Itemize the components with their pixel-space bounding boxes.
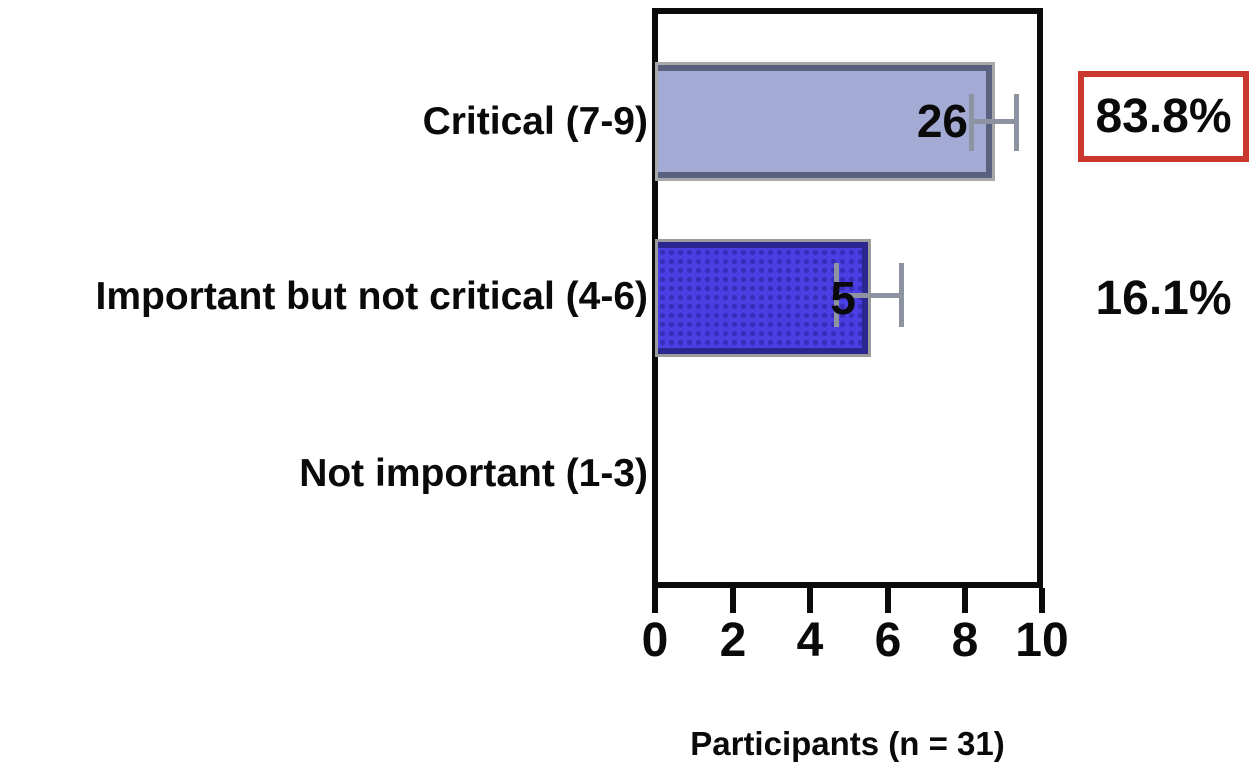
x-tick-label-8: 8	[951, 614, 979, 667]
bar-value-important: 5	[830, 272, 856, 324]
x-tick-label-4: 4	[796, 614, 824, 667]
x-tick-label-2: 2	[719, 614, 747, 667]
percent-label-critical: 83.8%	[1095, 90, 1232, 143]
error-bar-critical-line	[970, 119, 1018, 124]
error-bar-critical-cap-left	[969, 94, 974, 151]
x-axis-tick-0	[652, 588, 658, 613]
error-bar-critical-cap-right	[1014, 94, 1019, 151]
category-label-critical: Critical (7-9)	[422, 100, 648, 143]
x-axis-tick-6	[885, 588, 891, 613]
x-axis-tick-8	[962, 588, 968, 613]
x-axis-tick-4	[807, 588, 813, 613]
x-tick-label-10: 10	[1015, 614, 1069, 667]
x-axis-tick-2	[730, 588, 736, 613]
error-bar-important-cap-right	[899, 263, 904, 327]
error-bar-important-line	[836, 293, 904, 298]
x-tick-label-0: 0	[641, 614, 669, 667]
category-label-not-important: Not important (1-3)	[299, 452, 648, 495]
bar-important-not-critical	[658, 242, 868, 354]
percent-highlight-box: 83.8%	[1078, 71, 1249, 162]
percent-label-important: 16.1%	[1095, 271, 1232, 325]
x-tick-label-6: 6	[874, 614, 902, 667]
bar-value-critical: 26	[916, 95, 968, 147]
plot-area-frame	[652, 8, 1043, 588]
x-axis-title: Participants (n = 31)	[690, 725, 1005, 762]
bar-critical	[658, 65, 992, 178]
category-label-important-not-critical: Important but not critical (4-6)	[95, 275, 648, 318]
error-bar-important-cap-left	[834, 263, 839, 327]
x-axis-tick-10	[1039, 588, 1045, 613]
